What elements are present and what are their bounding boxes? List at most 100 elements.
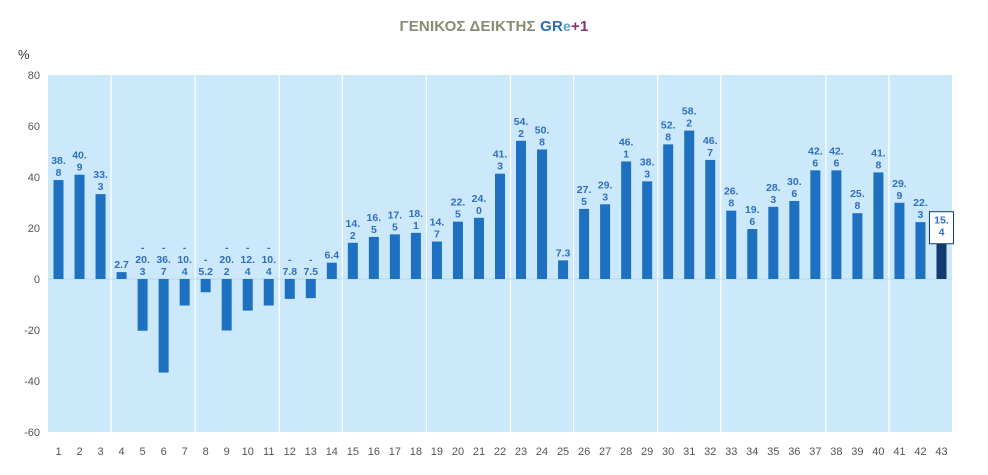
bar	[347, 242, 358, 279]
data-label-line: 18.	[409, 208, 424, 220]
data-label: 22.5	[451, 197, 466, 221]
data-label: 2.7	[114, 259, 129, 271]
data-label: 26.8	[724, 186, 739, 210]
x-tick-label: 35	[767, 446, 779, 458]
bar	[242, 279, 253, 311]
data-label-line: 3	[770, 194, 776, 206]
data-label-line: 3	[497, 161, 503, 173]
x-tick-label: 3	[97, 446, 103, 458]
data-label: -36.7	[156, 242, 171, 278]
bar	[158, 279, 169, 373]
x-tick-label: 43	[935, 446, 947, 458]
data-label-line: 41.	[493, 149, 508, 161]
y-tick-label: -60	[24, 427, 40, 439]
highlight-label-box	[928, 211, 954, 245]
data-label-line: 8	[665, 131, 671, 143]
bar	[137, 279, 148, 331]
data-label: -10.4	[177, 242, 192, 278]
y-tick-label: -40	[24, 376, 40, 388]
data-label: 25.8	[850, 188, 865, 212]
data-label-line: 42.	[829, 145, 844, 157]
data-label-line: 8	[539, 136, 545, 148]
data-label: 42.6	[808, 145, 823, 169]
data-label: 50.8	[535, 124, 550, 148]
data-label-line: 5	[455, 209, 461, 221]
data-label-line: 22.	[913, 197, 928, 209]
x-tick-label: 9	[224, 446, 230, 458]
data-label: -7.8	[282, 254, 297, 278]
data-label-line: -	[225, 242, 229, 254]
bar	[452, 221, 463, 279]
data-label: 38.3	[640, 156, 655, 180]
bar	[789, 200, 800, 279]
bar	[495, 173, 505, 279]
x-tick-label: 37	[809, 446, 821, 458]
data-label: 29.9	[892, 178, 907, 202]
data-label-line: 10.	[261, 254, 276, 266]
data-label: 58.2	[682, 106, 697, 130]
bar	[431, 241, 442, 279]
x-tick-label: 16	[368, 446, 380, 458]
x-tick-label: 2	[76, 446, 82, 458]
data-label: 38.8	[51, 155, 66, 179]
y-tick-label: 80	[28, 70, 40, 82]
data-label: 52.8	[661, 119, 676, 143]
data-label: 46.1	[619, 136, 634, 160]
data-label-line: 19.	[745, 204, 760, 216]
data-label: -10.4	[261, 242, 276, 278]
x-tick-label: 1	[55, 446, 61, 458]
data-label-line: -	[288, 254, 292, 266]
data-label: 54.2	[514, 116, 529, 140]
data-label: -20.2	[219, 242, 234, 278]
bar	[284, 279, 295, 299]
x-tick-label: 8	[203, 446, 209, 458]
data-label-line: 8	[728, 198, 734, 210]
bar	[600, 204, 611, 279]
x-tick-label: 23	[515, 446, 527, 458]
data-label-line: 5	[371, 224, 377, 236]
bar	[326, 262, 337, 279]
x-tick-label: 38	[830, 446, 842, 458]
data-label-line: 3	[140, 266, 146, 278]
x-tick-label: 12	[284, 446, 296, 458]
bar	[726, 210, 737, 279]
data-label-line: 33.	[93, 169, 108, 181]
data-label-line: 15.	[934, 215, 949, 227]
x-tick-label: 17	[389, 446, 401, 458]
data-label-line: 6	[749, 216, 755, 228]
data-label-line: 9	[77, 162, 83, 174]
x-tick-label: 7	[182, 446, 188, 458]
x-tick-label: 6	[161, 446, 167, 458]
data-label-line: -	[246, 242, 250, 254]
data-label-line: 52.	[661, 119, 676, 131]
x-tick-label: 18	[410, 446, 422, 458]
x-tick-label: 13	[305, 446, 317, 458]
data-label-line: 4	[939, 227, 945, 239]
bar	[894, 202, 905, 279]
data-label-line: 20.	[219, 254, 234, 266]
data-label-line: 40.	[72, 150, 87, 162]
bar	[642, 181, 653, 279]
data-label-line: 26.	[724, 186, 739, 198]
data-label: 19.6	[745, 204, 760, 228]
data-label-line: 7	[434, 229, 440, 241]
bar	[768, 206, 779, 279]
data-label: 29.3	[598, 179, 613, 203]
data-label-line: 29.	[598, 179, 613, 191]
data-label-line: 7.3	[556, 247, 571, 259]
bar	[810, 170, 821, 279]
y-tick-label: 60	[28, 121, 40, 133]
data-label-line: 5	[581, 196, 587, 208]
bar	[852, 213, 863, 279]
data-label-line: 2	[224, 266, 230, 278]
data-label: 41.3	[493, 149, 508, 173]
x-tick-label: 41	[893, 446, 905, 458]
bar	[95, 194, 106, 279]
data-label-line: 1	[413, 220, 419, 232]
bar	[221, 279, 232, 331]
x-tick-label: 22	[494, 446, 506, 458]
data-label-line: 54.	[514, 116, 529, 128]
data-label: 6.4	[325, 250, 340, 262]
x-tick-label: 5	[140, 446, 146, 458]
